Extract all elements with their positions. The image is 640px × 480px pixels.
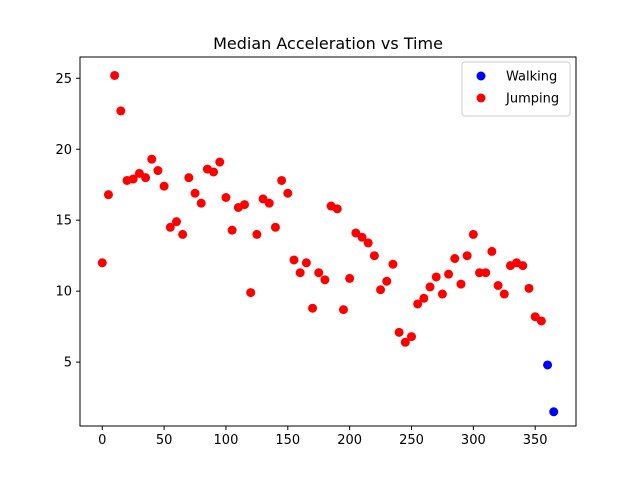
point-jumping	[196, 198, 206, 208]
legend-label-walking: Walking	[506, 70, 557, 85]
x-tick-label: 300	[461, 433, 486, 448]
point-jumping	[475, 268, 485, 278]
point-jumping	[314, 268, 324, 278]
data-points	[97, 70, 559, 417]
point-jumping	[270, 222, 280, 232]
point-jumping	[444, 269, 454, 279]
point-jumping	[153, 166, 163, 176]
x-axis: 0 50 100 150 200 250 300 350	[98, 426, 548, 448]
point-jumping	[252, 229, 262, 239]
legend-label-jumping: Jumping	[505, 92, 559, 107]
plot-area	[79, 56, 577, 427]
point-jumping	[437, 289, 447, 299]
point-jumping	[413, 299, 423, 309]
point-jumping	[295, 268, 305, 278]
y-tick-label: 10	[55, 285, 72, 300]
point-jumping	[301, 258, 311, 268]
point-jumping	[227, 225, 237, 235]
point-jumping	[277, 175, 287, 185]
point-jumping	[103, 190, 113, 200]
point-jumping	[221, 193, 231, 203]
x-tick-label: 200	[337, 433, 362, 448]
point-jumping	[481, 268, 491, 278]
point-jumping	[184, 173, 194, 183]
point-jumping	[289, 255, 299, 265]
point-jumping	[178, 229, 188, 239]
legend-box	[461, 61, 571, 117]
point-jumping	[524, 283, 534, 293]
y-tick-label: 20	[55, 143, 72, 158]
point-jumping	[376, 285, 386, 295]
point-walking	[549, 407, 559, 417]
point-jumping	[499, 289, 509, 299]
point-jumping	[345, 273, 355, 283]
point-jumping	[518, 261, 528, 271]
point-jumping	[338, 305, 348, 315]
y-tick-label: 5	[64, 356, 72, 371]
point-jumping	[388, 259, 398, 269]
point-jumping	[159, 181, 169, 191]
x-tick-label: 250	[399, 433, 424, 448]
point-jumping	[264, 198, 274, 208]
point-jumping	[487, 246, 497, 256]
point-jumping	[165, 222, 175, 232]
point-jumping	[382, 276, 392, 286]
chart-title: Median Acceleration vs Time	[213, 34, 443, 53]
point-jumping	[450, 254, 460, 264]
point-jumping	[171, 217, 181, 227]
point-jumping	[400, 337, 410, 347]
x-tick-label: 350	[523, 433, 548, 448]
point-jumping	[128, 174, 138, 184]
point-jumping	[240, 200, 250, 210]
point-jumping	[97, 258, 107, 268]
point-jumping	[209, 167, 219, 177]
point-jumping	[456, 279, 466, 289]
legend-marker-walking	[476, 71, 486, 81]
point-jumping	[308, 303, 318, 313]
point-jumping	[147, 154, 157, 164]
point-jumping	[493, 280, 503, 290]
point-jumping	[320, 275, 330, 285]
point-jumping	[369, 251, 379, 261]
point-jumping	[394, 327, 404, 337]
x-tick-label: 50	[156, 433, 173, 448]
point-jumping	[357, 232, 367, 242]
y-axis: 5 10 15 20 25	[55, 72, 80, 371]
point-jumping	[332, 204, 342, 214]
point-jumping	[246, 288, 256, 298]
point-jumping	[110, 70, 120, 80]
point-jumping	[190, 188, 200, 198]
point-jumping	[431, 272, 441, 282]
y-tick-label: 15	[55, 214, 72, 229]
point-jumping	[419, 293, 429, 303]
point-jumping	[215, 157, 225, 167]
point-jumping	[468, 229, 478, 239]
point-jumping	[283, 188, 293, 198]
point-jumping	[425, 282, 435, 292]
point-jumping	[141, 173, 151, 183]
x-tick-label: 100	[214, 433, 239, 448]
x-tick-label: 0	[98, 433, 106, 448]
x-tick-label: 150	[275, 433, 300, 448]
point-jumping	[536, 316, 546, 326]
point-jumping	[363, 238, 373, 248]
point-jumping	[462, 251, 472, 261]
y-tick-label: 25	[55, 72, 72, 87]
point-jumping	[116, 106, 126, 116]
legend-marker-jumping	[476, 93, 486, 103]
legend: Walking Jumping	[461, 61, 571, 117]
point-jumping	[406, 332, 416, 342]
point-walking	[543, 360, 553, 370]
